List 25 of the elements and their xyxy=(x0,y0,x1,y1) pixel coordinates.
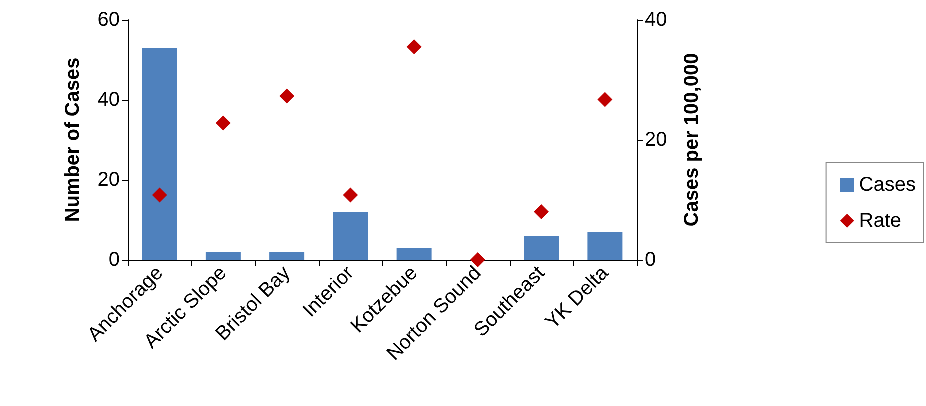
bar xyxy=(333,212,368,260)
y2-tick-label: 20 xyxy=(645,129,668,151)
bar xyxy=(206,252,241,260)
point xyxy=(152,188,168,203)
bar xyxy=(588,232,623,260)
legend-label: Cases xyxy=(859,174,916,196)
y2-axis-title: Cases per 100,000 xyxy=(681,53,703,227)
point xyxy=(534,204,550,220)
point xyxy=(598,92,613,108)
y2-tick-label: 0 xyxy=(645,249,656,271)
y2-tick-label: 40 xyxy=(645,9,668,31)
y-tick-label: 60 xyxy=(98,9,120,31)
point xyxy=(406,40,422,54)
y-tick-label: 40 xyxy=(98,89,120,111)
bar xyxy=(524,236,560,260)
bar xyxy=(396,248,432,260)
legend-label: Rate xyxy=(859,210,902,232)
bar xyxy=(270,252,305,260)
point xyxy=(343,188,358,203)
bar xyxy=(142,48,178,260)
y-tick-label: 20 xyxy=(98,169,120,191)
y-tick-label: 0 xyxy=(108,249,120,271)
point xyxy=(216,116,231,131)
point xyxy=(280,88,295,104)
y-axis-title: Number of Cases xyxy=(62,58,84,222)
